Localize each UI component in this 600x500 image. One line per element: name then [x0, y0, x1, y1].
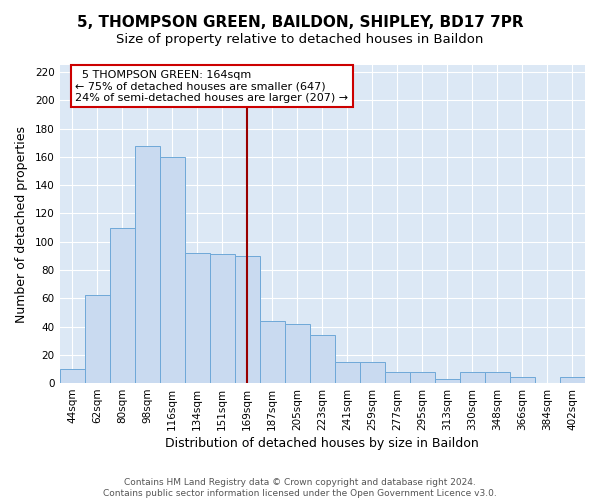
- Bar: [110, 228, 134, 383]
- Bar: [59, 369, 85, 383]
- Bar: [209, 254, 235, 383]
- Bar: [435, 379, 460, 383]
- Bar: [160, 157, 185, 383]
- Bar: [410, 372, 435, 383]
- Y-axis label: Number of detached properties: Number of detached properties: [15, 126, 28, 322]
- Bar: [335, 362, 360, 383]
- Bar: [485, 372, 510, 383]
- Text: Contains HM Land Registry data © Crown copyright and database right 2024.
Contai: Contains HM Land Registry data © Crown c…: [103, 478, 497, 498]
- Bar: [510, 378, 535, 383]
- Bar: [385, 372, 410, 383]
- Bar: [235, 256, 260, 383]
- Bar: [260, 321, 285, 383]
- Text: 5 THOMPSON GREEN: 164sqm  
← 75% of detached houses are smaller (647)
24% of sem: 5 THOMPSON GREEN: 164sqm ← 75% of detach…: [76, 70, 349, 103]
- Bar: [85, 296, 110, 383]
- Bar: [185, 253, 209, 383]
- Text: Size of property relative to detached houses in Baildon: Size of property relative to detached ho…: [116, 32, 484, 46]
- X-axis label: Distribution of detached houses by size in Baildon: Distribution of detached houses by size …: [166, 437, 479, 450]
- Bar: [460, 372, 485, 383]
- Bar: [285, 324, 310, 383]
- Bar: [310, 335, 335, 383]
- Text: 5, THOMPSON GREEN, BAILDON, SHIPLEY, BD17 7PR: 5, THOMPSON GREEN, BAILDON, SHIPLEY, BD1…: [77, 15, 523, 30]
- Bar: [134, 146, 160, 383]
- Bar: [360, 362, 385, 383]
- Bar: [560, 378, 585, 383]
